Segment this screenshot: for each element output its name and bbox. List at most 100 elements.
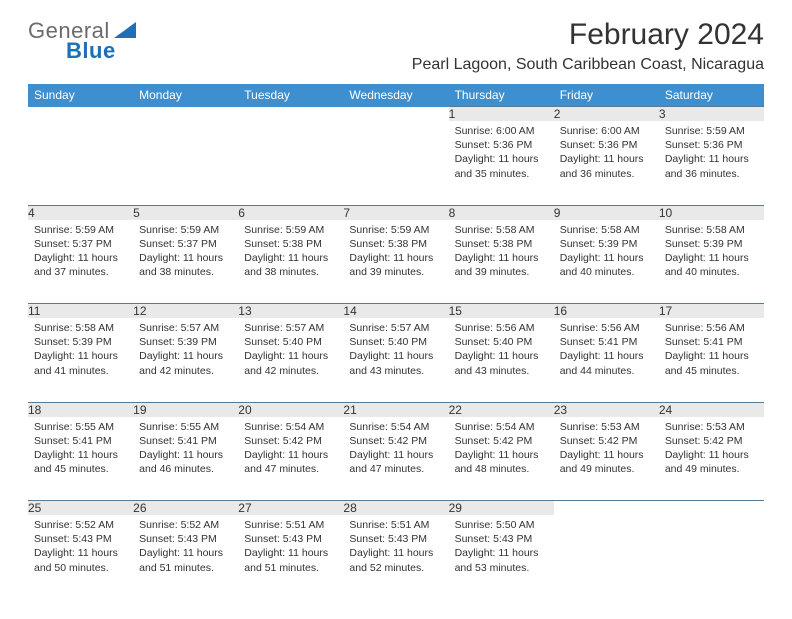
day-cell: Sunrise: 5:58 AMSunset: 5:39 PMDaylight:… [659, 220, 764, 304]
logo-triangle-icon [114, 20, 140, 42]
day-cell: Sunrise: 5:57 AMSunset: 5:39 PMDaylight:… [133, 318, 238, 402]
day-cell-content: Sunrise: 5:58 AMSunset: 5:39 PMDaylight:… [28, 318, 133, 382]
day-number: 23 [554, 402, 659, 417]
day-cell: Sunrise: 5:51 AMSunset: 5:43 PMDaylight:… [343, 515, 448, 599]
day-cell-content: Sunrise: 6:00 AMSunset: 5:36 PMDaylight:… [449, 121, 554, 185]
day-cell-content: Sunrise: 6:00 AMSunset: 5:36 PMDaylight:… [554, 121, 659, 185]
day-cell: Sunrise: 5:59 AMSunset: 5:38 PMDaylight:… [238, 220, 343, 304]
day-number: 29 [449, 501, 554, 516]
week-content-row: Sunrise: 5:59 AMSunset: 5:37 PMDaylight:… [28, 220, 764, 304]
day-cell-content: Sunrise: 5:55 AMSunset: 5:41 PMDaylight:… [133, 417, 238, 481]
day-number: 16 [554, 304, 659, 319]
empty-cell [659, 515, 764, 599]
logo-text: General Blue [28, 18, 110, 70]
day-cell: Sunrise: 5:52 AMSunset: 5:43 PMDaylight:… [28, 515, 133, 599]
day-number: 15 [449, 304, 554, 319]
day-number: 27 [238, 501, 343, 516]
empty-daynum [133, 107, 238, 122]
day-cell-content: Sunrise: 5:52 AMSunset: 5:43 PMDaylight:… [133, 515, 238, 579]
day-number: 10 [659, 205, 764, 220]
day-number: 24 [659, 402, 764, 417]
day-cell-content: Sunrise: 5:53 AMSunset: 5:42 PMDaylight:… [659, 417, 764, 481]
day-cell: Sunrise: 5:50 AMSunset: 5:43 PMDaylight:… [449, 515, 554, 599]
week-content-row: Sunrise: 5:52 AMSunset: 5:43 PMDaylight:… [28, 515, 764, 599]
week-content-row: Sunrise: 6:00 AMSunset: 5:36 PMDaylight:… [28, 121, 764, 205]
day-number: 7 [343, 205, 448, 220]
day-cell: Sunrise: 5:51 AMSunset: 5:43 PMDaylight:… [238, 515, 343, 599]
day-cell: Sunrise: 5:59 AMSunset: 5:37 PMDaylight:… [133, 220, 238, 304]
day-cell: Sunrise: 5:59 AMSunset: 5:36 PMDaylight:… [659, 121, 764, 205]
day-cell: Sunrise: 5:59 AMSunset: 5:38 PMDaylight:… [343, 220, 448, 304]
day-of-week-header: Wednesday [343, 84, 448, 107]
day-cell: Sunrise: 5:58 AMSunset: 5:38 PMDaylight:… [449, 220, 554, 304]
week-daynum-row: 123 [28, 107, 764, 122]
day-number: 8 [449, 205, 554, 220]
day-number: 26 [133, 501, 238, 516]
week-daynum-row: 18192021222324 [28, 402, 764, 417]
day-number: 5 [133, 205, 238, 220]
day-number: 3 [659, 107, 764, 122]
day-number: 11 [28, 304, 133, 319]
location-subtitle: Pearl Lagoon, South Caribbean Coast, Nic… [412, 56, 764, 74]
logo: General Blue [28, 18, 140, 70]
empty-cell [343, 121, 448, 205]
day-cell: Sunrise: 6:00 AMSunset: 5:36 PMDaylight:… [554, 121, 659, 205]
day-number: 21 [343, 402, 448, 417]
week-content-row: Sunrise: 5:55 AMSunset: 5:41 PMDaylight:… [28, 417, 764, 501]
day-cell-content: Sunrise: 5:54 AMSunset: 5:42 PMDaylight:… [343, 417, 448, 481]
day-cell-content: Sunrise: 5:57 AMSunset: 5:39 PMDaylight:… [133, 318, 238, 382]
empty-cell [238, 121, 343, 205]
day-cell-content: Sunrise: 5:59 AMSunset: 5:38 PMDaylight:… [238, 220, 343, 284]
day-cell: Sunrise: 5:55 AMSunset: 5:41 PMDaylight:… [28, 417, 133, 501]
empty-cell [554, 515, 659, 599]
day-cell: Sunrise: 5:56 AMSunset: 5:41 PMDaylight:… [659, 318, 764, 402]
day-of-week-header: Saturday [659, 84, 764, 107]
day-cell: Sunrise: 5:58 AMSunset: 5:39 PMDaylight:… [554, 220, 659, 304]
calendar-body: 123Sunrise: 6:00 AMSunset: 5:36 PMDaylig… [28, 107, 764, 600]
day-number: 2 [554, 107, 659, 122]
day-cell-content: Sunrise: 5:52 AMSunset: 5:43 PMDaylight:… [28, 515, 133, 579]
week-daynum-row: 2526272829 [28, 501, 764, 516]
day-cell-content: Sunrise: 5:56 AMSunset: 5:40 PMDaylight:… [449, 318, 554, 382]
day-cell-content: Sunrise: 5:57 AMSunset: 5:40 PMDaylight:… [238, 318, 343, 382]
day-of-week-header: Tuesday [238, 84, 343, 107]
header: General Blue February 2024 Pearl Lagoon,… [28, 18, 764, 74]
day-cell-content: Sunrise: 5:56 AMSunset: 5:41 PMDaylight:… [554, 318, 659, 382]
day-number: 20 [238, 402, 343, 417]
empty-cell [133, 121, 238, 205]
day-cell: Sunrise: 5:57 AMSunset: 5:40 PMDaylight:… [343, 318, 448, 402]
day-number: 25 [28, 501, 133, 516]
day-number: 14 [343, 304, 448, 319]
day-of-week-header: Friday [554, 84, 659, 107]
day-of-week-header: Monday [133, 84, 238, 107]
day-cell: Sunrise: 5:57 AMSunset: 5:40 PMDaylight:… [238, 318, 343, 402]
day-cell-content: Sunrise: 5:51 AMSunset: 5:43 PMDaylight:… [343, 515, 448, 579]
day-number: 6 [238, 205, 343, 220]
calendar-page: General Blue February 2024 Pearl Lagoon,… [0, 0, 792, 619]
empty-cell [28, 121, 133, 205]
day-cell-content: Sunrise: 5:59 AMSunset: 5:37 PMDaylight:… [133, 220, 238, 284]
empty-daynum [238, 107, 343, 122]
empty-daynum [28, 107, 133, 122]
day-cell-content: Sunrise: 5:56 AMSunset: 5:41 PMDaylight:… [659, 318, 764, 382]
day-number: 18 [28, 402, 133, 417]
day-number: 9 [554, 205, 659, 220]
day-of-week-header: Sunday [28, 84, 133, 107]
empty-daynum [554, 501, 659, 516]
empty-daynum [659, 501, 764, 516]
day-number: 22 [449, 402, 554, 417]
day-cell-content: Sunrise: 5:57 AMSunset: 5:40 PMDaylight:… [343, 318, 448, 382]
days-of-week-row: SundayMondayTuesdayWednesdayThursdayFrid… [28, 84, 764, 107]
day-cell: Sunrise: 5:55 AMSunset: 5:41 PMDaylight:… [133, 417, 238, 501]
day-cell-content: Sunrise: 5:50 AMSunset: 5:43 PMDaylight:… [449, 515, 554, 579]
day-number: 13 [238, 304, 343, 319]
title-block: February 2024 Pearl Lagoon, South Caribb… [412, 18, 764, 74]
day-cell: Sunrise: 5:54 AMSunset: 5:42 PMDaylight:… [238, 417, 343, 501]
day-cell-content: Sunrise: 5:51 AMSunset: 5:43 PMDaylight:… [238, 515, 343, 579]
day-cell-content: Sunrise: 5:59 AMSunset: 5:38 PMDaylight:… [343, 220, 448, 284]
day-number: 12 [133, 304, 238, 319]
day-cell-content: Sunrise: 5:55 AMSunset: 5:41 PMDaylight:… [28, 417, 133, 481]
day-cell: Sunrise: 5:59 AMSunset: 5:37 PMDaylight:… [28, 220, 133, 304]
empty-daynum [343, 107, 448, 122]
day-cell: Sunrise: 5:53 AMSunset: 5:42 PMDaylight:… [659, 417, 764, 501]
